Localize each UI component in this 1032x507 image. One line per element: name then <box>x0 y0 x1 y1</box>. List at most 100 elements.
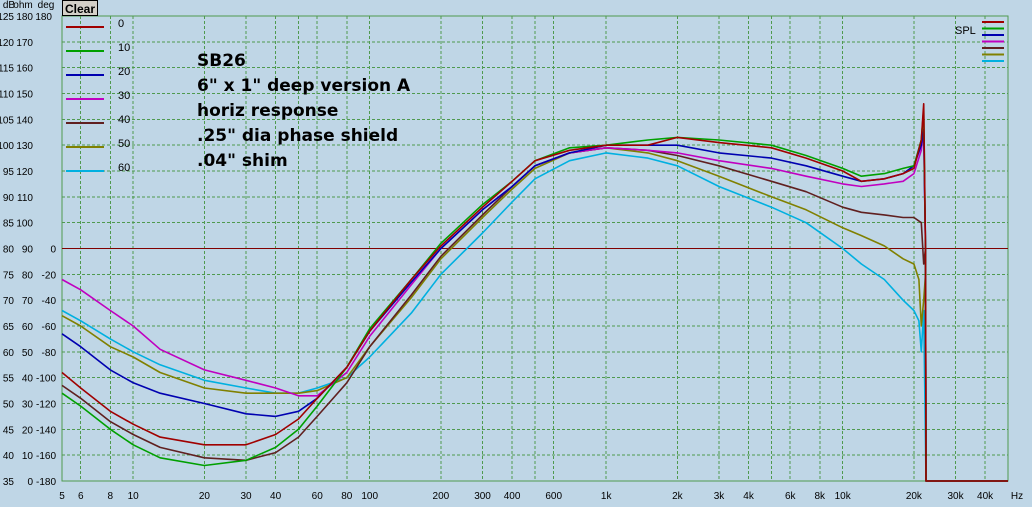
legend-label-20: 20 <box>118 66 130 78</box>
x-tick-label: 100 <box>361 491 378 502</box>
y-tick-label-ohm: 100 <box>16 219 33 230</box>
y-tick-label-ohm: 80 <box>22 270 34 281</box>
y-tick-label-db: 65 <box>3 322 15 333</box>
y-tick-label-db: 100 <box>0 141 14 152</box>
axis-header: dB <box>3 0 16 11</box>
series-line-60 <box>61 152 1008 482</box>
x-tick-label: 2k <box>672 491 684 502</box>
x-tick-label: 8k <box>814 491 826 502</box>
y-tick-label-db: 45 <box>3 425 15 436</box>
x-tick-label: 5 <box>59 491 65 502</box>
y-tick-label-top: 180 <box>35 12 52 23</box>
x-tick-label: 600 <box>545 491 562 502</box>
y-tick-label-ohm: 20 <box>22 425 34 436</box>
x-tick-label: 80 <box>341 491 353 502</box>
x-tick-label: 6k <box>785 491 797 502</box>
x-axis-labels: 5 6 8 10 20 30 40 60 80 100 200 300 400 600 1k 2k 3k 4k 6k… <box>59 491 1023 502</box>
legend-label-60: 60 <box>118 162 130 174</box>
y-tick-label-db: 50 <box>3 400 15 411</box>
x-tick-label: 4k <box>743 491 755 502</box>
y-tick-label-ohm: 130 <box>16 141 33 152</box>
annotation-block: SB26 6" x 1" deep version A horiz response… <box>197 51 411 171</box>
annotation-line: 6" x 1" deep version A <box>197 76 411 96</box>
y-tick-label-deg: -180 <box>36 477 56 488</box>
y-tick-label-deg: -140 <box>36 425 56 436</box>
y-tick-label-ohm: 50 <box>22 348 34 359</box>
legend-label-40: 40 <box>118 114 130 126</box>
y-tick-label-ohm: 90 <box>22 245 34 256</box>
y-tick-label-ohm: 40 <box>22 374 34 385</box>
y-tick-label-deg: -120 <box>36 400 56 411</box>
y-tick-label-db: 95 <box>3 167 15 178</box>
x-tick-label: 30 <box>240 491 252 502</box>
y-tick-label-db: 85 <box>3 219 15 230</box>
y-tick-label-db: 115 <box>0 64 14 75</box>
x-tick-label: 10k <box>835 491 852 502</box>
y-tick-label-db: 90 <box>3 193 15 204</box>
y-tick-label-ohm: 0 <box>27 477 33 488</box>
y-tick-label-deg: 0 <box>50 245 56 256</box>
y-tick-label-deg: -60 <box>42 322 57 333</box>
y-tick-label-db: 55 <box>3 374 15 385</box>
clear-button[interactable]: Clear <box>62 0 98 16</box>
y-tick-label-db: 105 <box>0 115 14 126</box>
annotation-line: .25" dia phase shield <box>197 126 398 146</box>
x-tick-label: 200 <box>433 491 450 502</box>
y-tick-label-db: 75 <box>3 270 15 281</box>
x-tick-label: 20k <box>906 491 923 502</box>
y-tick-label-ohm: 160 <box>16 64 33 75</box>
legend-label-0: 0 <box>118 18 124 30</box>
annotation-line: .04" shim <box>197 151 288 171</box>
x-tick-label: 3k <box>714 491 726 502</box>
y-tick-label-deg: -160 <box>36 451 56 462</box>
y-tick-label-ohm: 70 <box>22 296 34 307</box>
y-tick-label-ohm: 60 <box>22 322 34 333</box>
y-tick-label-ohm: 140 <box>16 115 33 126</box>
x-tick-label: 20 <box>199 491 211 502</box>
x-tick-label: 300 <box>474 491 491 502</box>
legend-right: SPL <box>955 21 1004 62</box>
y-tick-label-db: 80 <box>3 245 15 256</box>
x-tick-label: 6 <box>78 491 84 502</box>
y-tick-label-deg: -20 <box>42 270 57 281</box>
y-tick-label-deg: -100 <box>36 374 56 385</box>
annotation-line: horiz response <box>197 101 338 121</box>
x-tick-label: 8 <box>107 491 113 502</box>
legend-label-10: 10 <box>118 42 130 54</box>
x-tick-label: 40 <box>270 491 282 502</box>
y-tick-label-top: 125 <box>0 12 14 23</box>
x-tick-label: 60 <box>312 491 324 502</box>
y-tick-label-ohm: 150 <box>16 90 33 101</box>
y-tick-label-ohm: 170 <box>16 38 33 49</box>
y-tick-label-ohm: 120 <box>16 167 33 178</box>
y-tick-label-db: 60 <box>3 348 15 359</box>
y-tick-label-deg: -40 <box>42 296 57 307</box>
axis-header: ohm <box>13 0 32 11</box>
legend: 0 10 20 30 40 50 60 <box>66 18 130 174</box>
legend-label-30: 30 <box>118 90 130 102</box>
x-tick-label: 400 <box>504 491 521 502</box>
y-tick-label-db: 70 <box>3 296 15 307</box>
axis-header: deg <box>38 0 55 11</box>
y-tick-label-ohm: 10 <box>22 451 34 462</box>
x-unit-label: Hz <box>1011 491 1023 502</box>
y-tick-label-ohm: 110 <box>17 193 33 204</box>
response-curves <box>61 103 1008 482</box>
y-tick-label-ohm: 30 <box>22 400 34 411</box>
series-line-10 <box>61 108 1008 482</box>
series-line-0 <box>61 103 1008 482</box>
y-tick-label-db: 40 <box>3 451 15 462</box>
x-tick-label: 40k <box>977 491 994 502</box>
x-tick-label: 30k <box>947 491 964 502</box>
y-tick-label-db: 35 <box>3 477 15 488</box>
annotation-line: SB26 <box>197 51 246 71</box>
series-line-20 <box>61 128 1008 482</box>
x-tick-label: 1k <box>601 491 613 502</box>
y-tick-label-deg: -80 <box>42 348 57 359</box>
y-tick-label-top: 180 <box>16 12 33 23</box>
x-tick-label: 10 <box>128 491 140 502</box>
